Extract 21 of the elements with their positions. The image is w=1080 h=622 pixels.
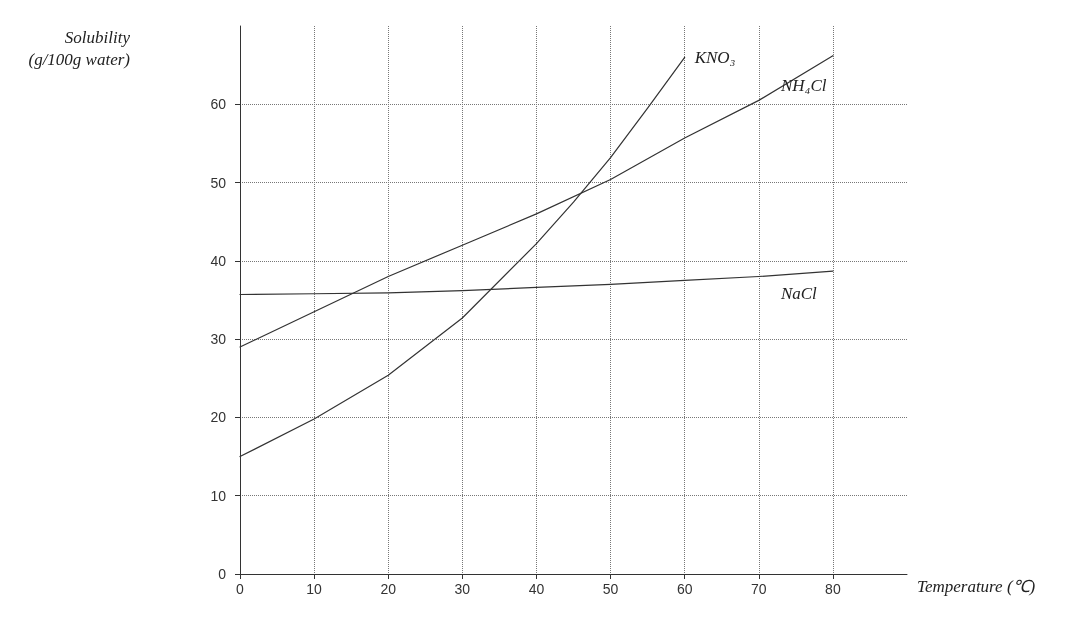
series-label: NH₄Cl: [779, 76, 827, 96]
y-tick-label: 50: [210, 174, 227, 191]
x-tick-label: 0: [236, 581, 245, 597]
x-axis-title: Temperature (℃): [917, 577, 1036, 596]
y-tick-label: 20: [210, 409, 227, 426]
series-label: NaCl: [779, 283, 818, 303]
x-tick-label: 10: [306, 581, 323, 597]
y-tick-label: 30: [210, 331, 227, 348]
y-axis-title: Solubility (g/100g water): [28, 27, 131, 69]
y-tick-label: 60: [210, 96, 227, 113]
y-tick-label: 0: [218, 566, 227, 582]
y-tick-label: 10: [210, 487, 227, 504]
x-tick-label: 70: [750, 581, 767, 597]
series-label: KNO₃: [693, 47, 736, 67]
x-tick-label: 30: [454, 581, 471, 597]
x-tick-label: 20: [380, 581, 397, 597]
x-tick-label: 80: [825, 581, 841, 597]
y-tick-label: 40: [210, 252, 227, 269]
x-tick-label: 40: [528, 581, 545, 597]
x-tick-label: 60: [676, 581, 693, 597]
x-tick-label: 50: [602, 581, 619, 597]
